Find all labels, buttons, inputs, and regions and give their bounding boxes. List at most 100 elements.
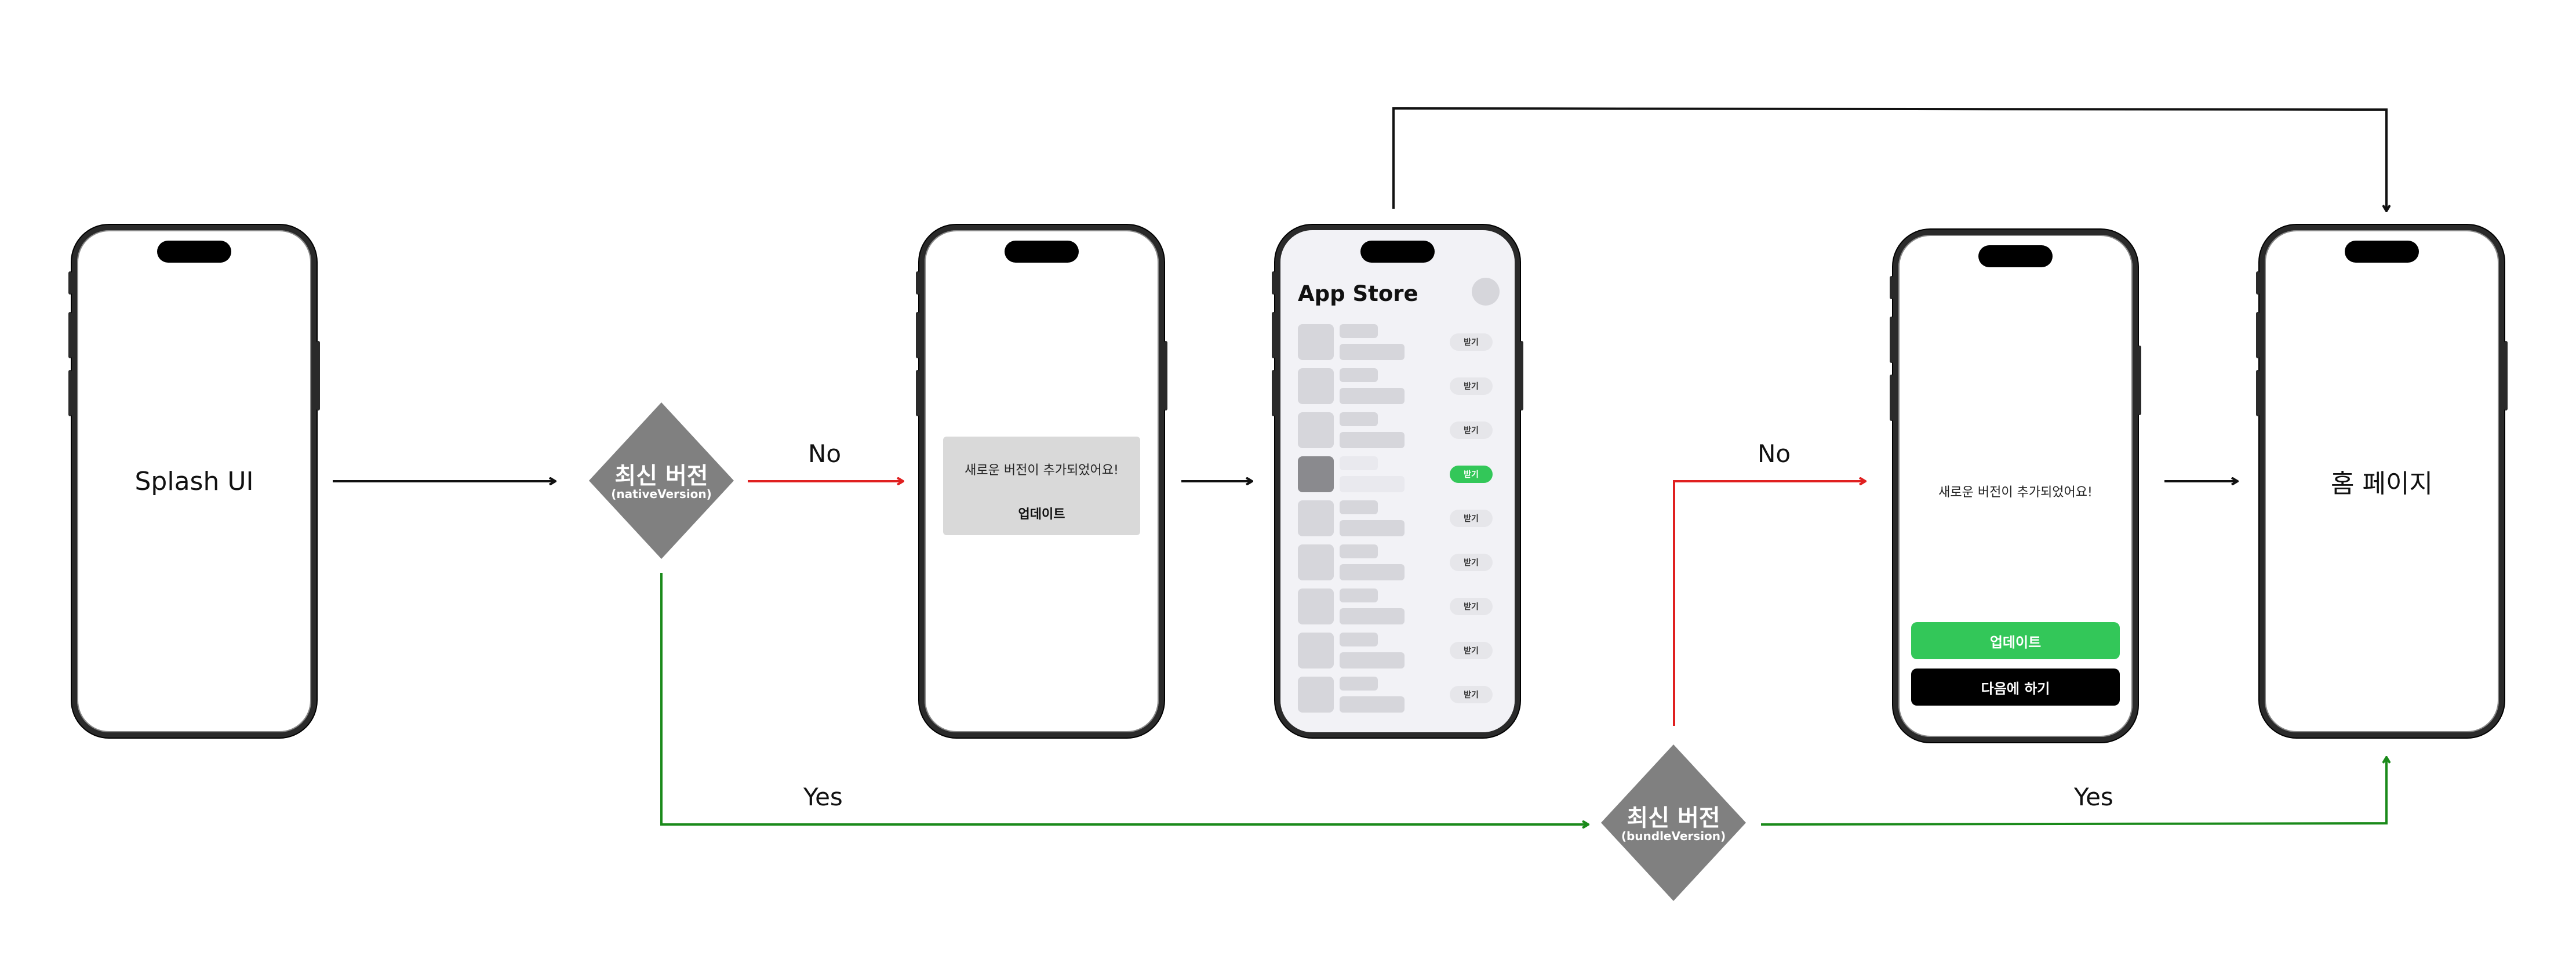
dynamic-island: [157, 241, 231, 263]
decision-diamond-shape: [1601, 744, 1746, 901]
app-name-placeholder: [1340, 677, 1378, 691]
edge-label-native-yes: Yes: [803, 783, 843, 811]
phone-app-store: App Store 받기 받기 받기 받기 받기 받기 받기 받기 받기: [1275, 225, 1520, 738]
list-item[interactable]: 받기: [1298, 324, 1497, 364]
get-button[interactable]: 받기: [1450, 686, 1493, 703]
power-button: [2504, 341, 2508, 410]
app-desc-placeholder: [1340, 564, 1405, 580]
edge-label-bundle-no: No: [1758, 439, 1791, 468]
arrow-native-yes: [660, 573, 1588, 824]
edge-label-native-no: No: [808, 439, 842, 468]
arrow-bundle-yes: [1760, 757, 2386, 826]
decision-title: 최신 버전: [614, 463, 708, 489]
get-button[interactable]: 받기: [1450, 466, 1493, 483]
dialog-update-button[interactable]: 업데이트: [1018, 507, 1065, 522]
app-name-placeholder: [1340, 324, 1378, 338]
phone-splash: Splash UI: [72, 225, 316, 738]
app-icon-placeholder: [1298, 412, 1334, 448]
power-button: [316, 341, 320, 410]
app-name-placeholder: [1340, 456, 1378, 470]
app-icon-placeholder: [1298, 588, 1334, 624]
app-name-placeholder: [1340, 500, 1378, 514]
phone-home: 홈 페이지: [2260, 225, 2504, 738]
app-icon-placeholder: [1298, 633, 1334, 669]
app-icon-placeholder: [1298, 368, 1334, 404]
dialog-message: 새로운 버전이 추가되었어요!: [965, 463, 1119, 478]
side-button: [916, 271, 919, 295]
list-item[interactable]: 받기: [1298, 544, 1497, 584]
list-item[interactable]: 받기: [1298, 456, 1497, 496]
side-button: [68, 271, 72, 295]
side-button: [68, 312, 72, 358]
get-button[interactable]: 받기: [1450, 333, 1493, 351]
arrow-bundle-no: [1673, 481, 1865, 726]
dynamic-island: [1360, 241, 1435, 263]
arrow-store-to-home: [1392, 107, 2386, 211]
app-desc-placeholder: [1340, 432, 1405, 448]
list-item[interactable]: 받기: [1298, 368, 1497, 408]
app-icon-placeholder: [1298, 456, 1334, 492]
app-desc-placeholder: [1340, 696, 1405, 713]
update-dialog: 새로운 버전이 추가되었어요! 업데이트: [943, 437, 1140, 535]
decision-bundle-version: 최신 버전 (bundleVersion): [1601, 744, 1746, 901]
list-item[interactable]: 받기: [1298, 633, 1497, 672]
side-button: [916, 370, 919, 416]
list-item[interactable]: 받기: [1298, 677, 1497, 716]
app-icon-placeholder: [1298, 544, 1334, 580]
list-item[interactable]: 받기: [1298, 500, 1497, 540]
dynamic-island: [1005, 241, 1079, 263]
side-button: [2256, 370, 2260, 416]
app-icon-placeholder: [1298, 500, 1334, 536]
bundle-update-message: 새로운 버전이 추가되었어요!: [1938, 485, 2093, 500]
get-button[interactable]: 받기: [1450, 598, 1493, 615]
avatar[interactable]: [1472, 278, 1500, 306]
get-button[interactable]: 받기: [1450, 422, 1493, 439]
app-desc-placeholder: [1340, 652, 1405, 669]
decision-diamond-shape: [589, 402, 734, 559]
side-button: [2256, 271, 2260, 295]
app-name-placeholder: [1340, 544, 1378, 558]
decision-title: 최신 버전: [1627, 805, 1720, 831]
dynamic-island: [2345, 241, 2419, 263]
later-button[interactable]: 다음에 하기: [1911, 669, 2120, 706]
side-button: [916, 312, 919, 358]
app-icon-placeholder: [1298, 324, 1334, 360]
get-button[interactable]: 받기: [1450, 554, 1493, 571]
decision-native-version: 최신 버전 (nativeVersion): [589, 402, 734, 559]
side-button: [1272, 312, 1275, 358]
side-button: [1890, 317, 1893, 363]
home-label: 홈 페이지: [2331, 469, 2433, 499]
side-button: [1272, 271, 1275, 295]
power-button: [1164, 341, 1167, 410]
app-name-placeholder: [1340, 588, 1378, 602]
app-desc-placeholder: [1340, 520, 1405, 536]
side-button: [1890, 375, 1893, 421]
side-button: [1890, 276, 1893, 299]
app-desc-placeholder: [1340, 608, 1405, 624]
power-button: [1520, 341, 1523, 410]
get-button[interactable]: 받기: [1450, 377, 1493, 395]
get-button[interactable]: 받기: [1450, 642, 1493, 659]
app-desc-placeholder: [1340, 476, 1405, 492]
side-button: [1272, 370, 1275, 416]
decision-subtitle: (bundleVersion): [1621, 829, 1726, 843]
decision-subtitle: (nativeVersion): [611, 487, 712, 501]
bundle-update-button[interactable]: 업데이트: [1911, 622, 2120, 659]
app-desc-placeholder: [1340, 388, 1405, 404]
side-button: [68, 370, 72, 416]
list-item[interactable]: 받기: [1298, 588, 1497, 628]
app-name-placeholder: [1340, 633, 1378, 646]
app-name-placeholder: [1340, 412, 1378, 426]
power-button: [2138, 346, 2141, 415]
store-title: App Store: [1298, 281, 1418, 306]
get-button[interactable]: 받기: [1450, 510, 1493, 527]
phone-bundle-update: 새로운 버전이 추가되었어요! 업데이트 다음에 하기: [1893, 230, 2138, 742]
phone-native-update: 새로운 버전이 추가되었어요! 업데이트: [919, 225, 1164, 738]
edge-label-bundle-yes: Yes: [2074, 783, 2113, 811]
app-desc-placeholder: [1340, 344, 1405, 360]
app-name-placeholder: [1340, 368, 1378, 382]
splash-label: Splash UI: [134, 466, 254, 496]
list-item[interactable]: 받기: [1298, 412, 1497, 452]
dynamic-island: [1978, 245, 2053, 267]
